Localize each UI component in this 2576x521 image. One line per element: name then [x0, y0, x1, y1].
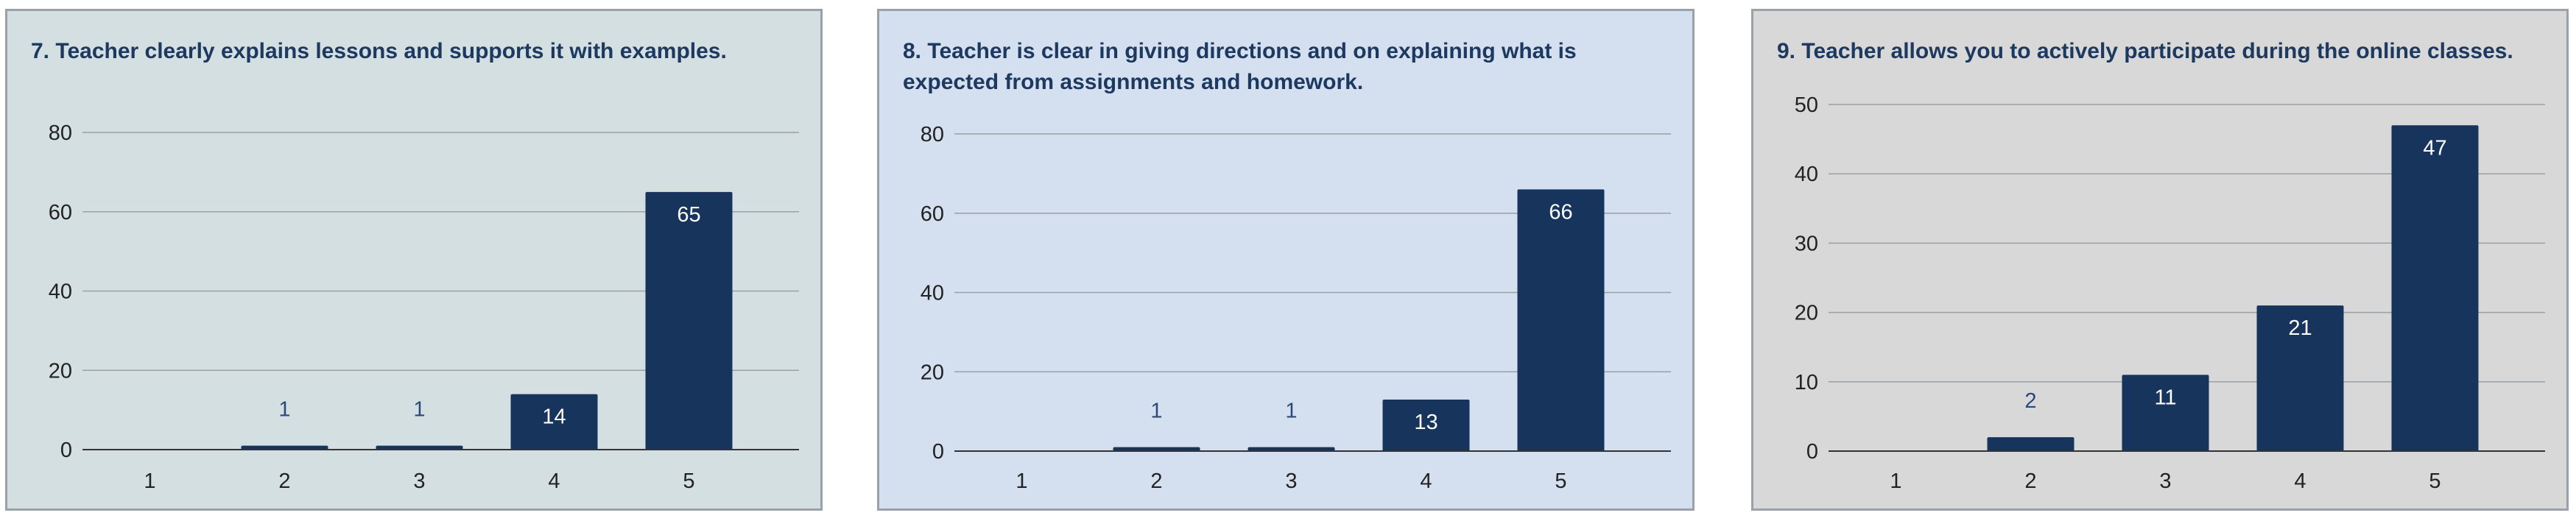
data-label: 21: [2288, 316, 2312, 340]
chart-title: 7. Teacher clearly explains lessons and …: [31, 39, 727, 63]
bar: [376, 445, 463, 450]
chart-panel-q9: 9. Teacher allows you to actively partic…: [1751, 9, 2569, 511]
y-tick-label: 40: [921, 282, 944, 305]
y-tick-label: 20: [1795, 302, 1818, 325]
bar: [1517, 189, 1605, 451]
bar: [1247, 447, 1335, 451]
data-label: 47: [2423, 136, 2446, 160]
bar: [241, 445, 328, 450]
y-tick-label: 0: [932, 440, 944, 464]
x-tick-label: 3: [413, 469, 425, 493]
chart-title: 8. Teacher is clear in giving directions…: [903, 39, 1577, 94]
bar: [1987, 437, 2074, 451]
bar: [2256, 305, 2344, 451]
y-tick-label: 0: [60, 439, 72, 462]
y-tick-label: 30: [1795, 232, 1818, 255]
data-label: 65: [677, 203, 700, 227]
y-tick-label: 10: [1795, 371, 1818, 394]
data-label: 13: [1414, 411, 1437, 434]
data-label: 66: [1549, 200, 1572, 224]
x-tick-label: 1: [144, 469, 155, 493]
bar-chart: 0 20 40 60 80 1 1 2 1 3 14 4 65 5: [49, 121, 799, 493]
bar: [510, 394, 598, 450]
chart-title: 9. Teacher allows you to actively partic…: [1777, 39, 2513, 63]
y-tick-label: 60: [49, 201, 72, 224]
y-tick-label: 50: [1795, 93, 1818, 117]
y-tick-label: 20: [49, 359, 72, 383]
bar: [2391, 125, 2479, 451]
y-tick-label: 80: [921, 123, 944, 146]
bar: [1113, 447, 1200, 451]
x-tick-label: 1: [1016, 469, 1027, 493]
data-label: 1: [413, 398, 425, 422]
data-label: 14: [542, 405, 566, 429]
bar: [645, 191, 733, 450]
y-tick-label: 60: [921, 202, 944, 226]
bar: [1382, 399, 1470, 451]
data-label: 2: [2024, 389, 2036, 413]
x-tick-label: 2: [1150, 469, 1162, 493]
x-tick-label: 2: [278, 469, 290, 493]
y-tick-label: 0: [1806, 440, 1818, 464]
data-label: 1: [1150, 400, 1162, 423]
x-tick-label: 5: [683, 469, 694, 493]
bar: [2122, 375, 2209, 451]
y-tick-label: 40: [49, 280, 72, 304]
x-tick-label: 3: [1285, 469, 1297, 493]
y-tick-label: 40: [1795, 163, 1818, 186]
x-tick-label: 4: [2294, 469, 2306, 493]
x-tick-label: 1: [1890, 469, 1901, 493]
x-tick-label: 5: [1555, 469, 1566, 493]
y-tick-label: 80: [49, 121, 72, 145]
chart-panel-q7: 7. Teacher clearly explains lessons and …: [5, 9, 823, 511]
x-tick-label: 4: [1420, 469, 1432, 493]
x-tick-label: 4: [548, 469, 560, 493]
data-label: 1: [278, 398, 290, 422]
bar-chart: 0 10 20 30 40 50 1 2 2 11 3 21 4 47 5: [1795, 93, 2545, 493]
x-tick-label: 3: [2159, 469, 2171, 493]
data-label: 11: [2154, 386, 2176, 409]
data-label: 1: [1285, 400, 1297, 423]
x-tick-label: 5: [2429, 469, 2440, 493]
x-tick-label: 2: [2024, 469, 2036, 493]
y-tick-label: 20: [921, 361, 944, 384]
chart-panel-q8: 8. Teacher is clear in giving directions…: [877, 9, 1695, 511]
